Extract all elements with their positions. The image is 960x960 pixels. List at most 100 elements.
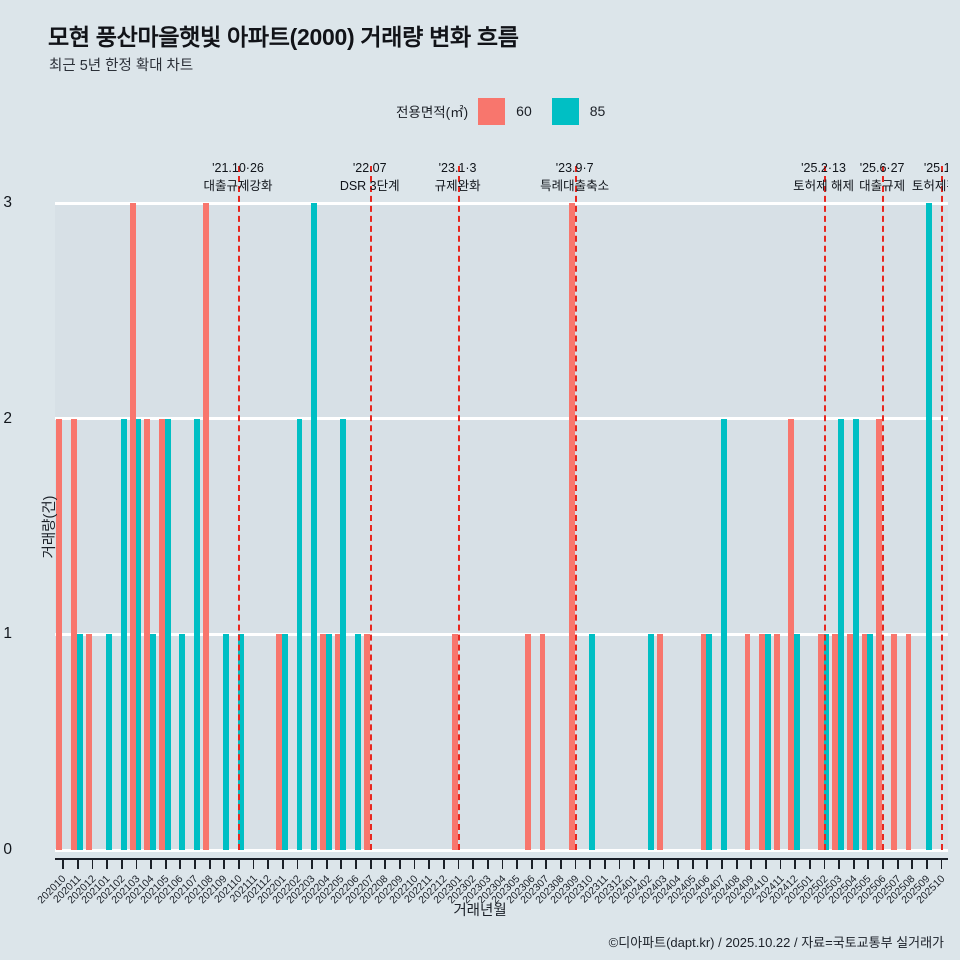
bar[interactable] xyxy=(706,634,713,850)
x-tick xyxy=(706,858,709,869)
y-tick-label: 0 xyxy=(3,841,12,858)
bar[interactable] xyxy=(589,634,596,850)
x-tick xyxy=(194,858,196,869)
x-tick xyxy=(472,858,475,869)
bar[interactable] xyxy=(817,634,824,850)
event-line-202510 xyxy=(940,166,943,850)
annotation-date: '22.07 xyxy=(352,161,387,175)
bar[interactable] xyxy=(319,634,326,850)
annotation-text: 대출규제 xyxy=(859,178,906,193)
x-tick xyxy=(384,858,387,869)
x-tick xyxy=(91,858,94,869)
x-tick xyxy=(823,858,826,869)
x-tick xyxy=(896,858,899,869)
annotation-date: '25.6·27 xyxy=(859,161,905,175)
bar[interactable] xyxy=(281,634,288,850)
bar[interactable] xyxy=(759,634,765,850)
bar[interactable] xyxy=(926,203,932,850)
bar[interactable] xyxy=(71,418,77,850)
bar[interactable] xyxy=(194,418,200,850)
bar[interactable] xyxy=(355,634,361,850)
bar[interactable] xyxy=(451,634,458,850)
bar[interactable] xyxy=(85,634,92,850)
x-tick xyxy=(150,858,152,869)
y-axis-label: 거래량(건) xyxy=(42,494,59,559)
bar[interactable] xyxy=(179,634,186,850)
bar[interactable] xyxy=(838,418,845,850)
x-tick xyxy=(223,858,226,869)
bar[interactable] xyxy=(861,634,868,850)
bar[interactable] xyxy=(788,418,795,850)
bar[interactable] xyxy=(276,634,282,850)
bar[interactable] xyxy=(106,634,113,850)
x-tick xyxy=(852,858,855,869)
bar[interactable] xyxy=(905,634,912,850)
bar[interactable] xyxy=(852,418,859,850)
bar[interactable] xyxy=(867,634,874,850)
x-tick xyxy=(735,858,738,869)
x-tick xyxy=(442,858,445,869)
legend-label-85: 85 xyxy=(589,103,606,119)
bar[interactable] xyxy=(158,418,165,850)
annotation-date: '25.2·13 xyxy=(801,161,846,175)
bar[interactable] xyxy=(296,418,303,850)
annotation-text: 토허제 해제 xyxy=(793,178,855,193)
bar[interactable] xyxy=(237,634,244,850)
bar[interactable] xyxy=(325,634,332,850)
bar[interactable] xyxy=(334,634,341,850)
bar[interactable] xyxy=(656,634,663,850)
bar[interactable] xyxy=(311,203,318,850)
x-tick xyxy=(911,858,914,869)
x-tick xyxy=(940,858,943,869)
bar[interactable] xyxy=(56,418,63,850)
bar[interactable] xyxy=(721,418,727,850)
bar[interactable] xyxy=(647,634,654,850)
legend-swatch-85[interactable] xyxy=(551,97,579,125)
bar[interactable] xyxy=(846,634,853,850)
bar[interactable] xyxy=(524,634,531,850)
bar[interactable] xyxy=(700,634,707,850)
x-tick xyxy=(794,858,797,869)
bar[interactable] xyxy=(202,203,209,850)
bar[interactable] xyxy=(340,418,347,850)
x-tick xyxy=(428,858,431,869)
x-tick xyxy=(267,858,270,869)
bar[interactable] xyxy=(890,634,897,850)
bar[interactable] xyxy=(363,634,370,850)
bar[interactable] xyxy=(223,634,230,850)
x-tick xyxy=(355,858,357,869)
x-tick xyxy=(76,858,79,869)
bar[interactable] xyxy=(76,634,83,850)
page-title: 모현 풍산마을햇빛 아파트(2000) 거래량 변화 흐름 xyxy=(48,24,519,50)
bar[interactable] xyxy=(832,634,839,850)
bar[interactable] xyxy=(120,418,127,850)
bar[interactable] xyxy=(539,634,546,850)
bar[interactable] xyxy=(135,418,142,850)
bar[interactable] xyxy=(150,634,156,850)
event-line-202502 xyxy=(823,166,826,850)
event-annotation-202301: '23.1·3 규제완화 xyxy=(435,160,481,196)
bar[interactable] xyxy=(568,203,575,850)
bar[interactable] xyxy=(765,634,771,850)
event-annotation-202502: '25.2·13 토허제 해제 xyxy=(793,160,854,196)
x-tick xyxy=(662,858,665,869)
bar[interactable] xyxy=(794,634,801,850)
legend-swatch-60[interactable] xyxy=(478,97,506,125)
x-tick xyxy=(164,858,167,869)
footer-credit: ©디아파트(dapt.kr) / 2025.10.22 / 자료=국토교통부 실… xyxy=(608,935,944,950)
bar[interactable] xyxy=(144,418,151,850)
bar[interactable] xyxy=(876,418,883,850)
bar[interactable] xyxy=(164,418,171,850)
annotation-date: '23.9·7 xyxy=(555,161,594,175)
bar[interactable] xyxy=(129,203,136,850)
bar[interactable] xyxy=(773,634,780,850)
bar[interactable] xyxy=(823,634,830,850)
annotation-text: 토허제확대 xyxy=(911,178,960,193)
x-tick xyxy=(208,858,211,869)
event-annotation-202207: '22.07 DSR 3단계 xyxy=(340,160,400,196)
bar[interactable] xyxy=(744,634,751,850)
x-tick xyxy=(545,858,548,869)
gridline-y-1 xyxy=(55,632,948,636)
x-tick xyxy=(325,858,328,869)
